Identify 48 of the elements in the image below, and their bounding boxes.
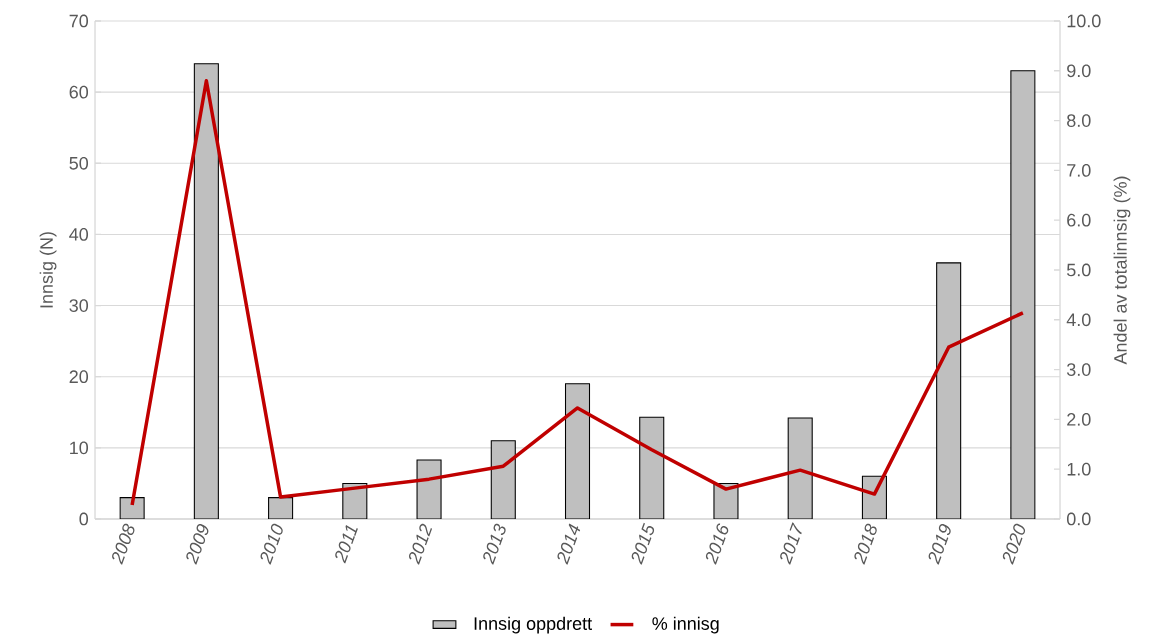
bar <box>416 459 442 519</box>
bar <box>564 383 591 519</box>
y-tick-label: 30 <box>69 299 89 312</box>
x-tick-label: 2010 <box>260 523 283 565</box>
y2-tick-label: 9.0 <box>1067 64 1091 78</box>
y-tick-label: 0 <box>79 512 89 526</box>
bar <box>193 63 219 519</box>
y2-tick-label: 1.0 <box>1067 462 1091 476</box>
y-tick-label: 50 <box>69 156 89 170</box>
x-tick-label: 2012 <box>408 523 433 565</box>
bar <box>490 440 516 519</box>
x-tick-label: 2011 <box>335 525 358 564</box>
bar <box>119 497 145 519</box>
x-tick-label: 2009 <box>186 524 209 565</box>
y2-tick-label: 2.0 <box>1067 413 1091 426</box>
y2-tick-label: 4.0 <box>1066 313 1091 327</box>
line-series <box>130 79 1025 507</box>
x-tick-label: 2020 <box>1002 523 1026 565</box>
y-tick-label: 70 <box>69 14 89 28</box>
bar <box>342 482 368 519</box>
y2-tick-label: 10.0 <box>1067 14 1101 28</box>
x-tick-label: 2015 <box>631 522 655 565</box>
y-tick-label: 20 <box>69 370 89 384</box>
y2-axis-title: Andel av totalinnsig (%) <box>1113 176 1131 365</box>
y2-tick-label: 6.0 <box>1067 213 1091 227</box>
y-tick-label: 60 <box>69 85 89 99</box>
bar <box>639 416 665 519</box>
x-tick-label: 2017 <box>780 522 802 565</box>
x-tick-label: 2013 <box>483 523 506 565</box>
y-tick-label: 10 <box>70 441 89 455</box>
bar <box>787 417 813 519</box>
x-tick-label: 2018 <box>854 523 877 565</box>
x-tick-label: 2014 <box>557 523 581 565</box>
y-axis-title: Innsig (N) <box>39 232 57 308</box>
bar <box>936 262 962 519</box>
y2-tick-label: 7.0 <box>1067 164 1091 177</box>
y-tick-label: 40 <box>69 228 89 241</box>
x-tick-label: 2016 <box>705 523 729 565</box>
legend-label: % innisg <box>652 616 719 634</box>
bar <box>1010 70 1036 519</box>
y2-tick-label: 3.0 <box>1066 363 1091 376</box>
y2-tick-label: 0.0 <box>1066 512 1091 526</box>
x-tick-label: 2008 <box>112 523 135 565</box>
y2-tick-label: 8.0 <box>1067 114 1091 127</box>
bar <box>268 497 294 519</box>
y2-tick-label: 5.0 <box>1066 263 1091 277</box>
x-tick-label: 2019 <box>928 524 951 565</box>
legend-label: Innsig oppdrett <box>474 616 592 634</box>
